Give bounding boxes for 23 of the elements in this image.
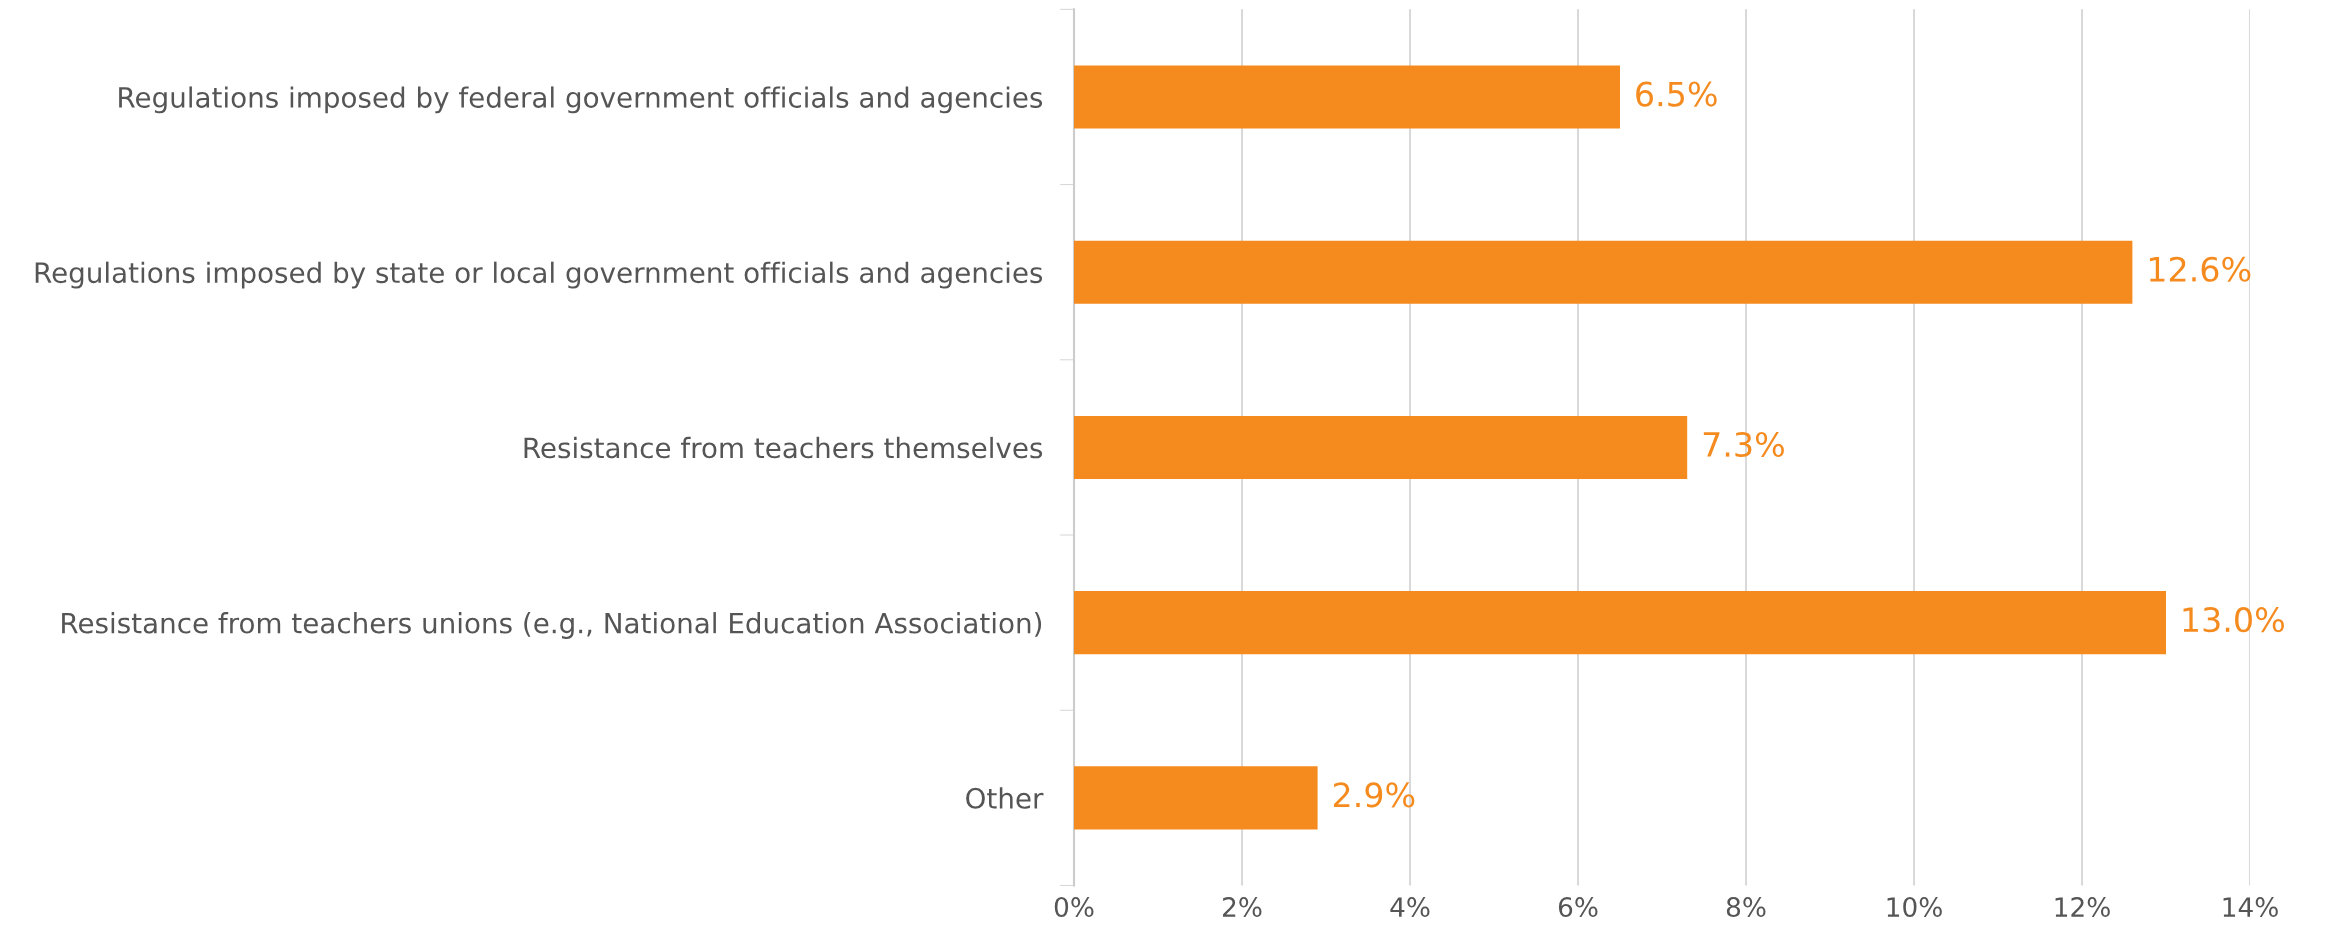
x-tick-label: 6% (1558, 897, 1598, 917)
bar (1074, 240, 2133, 304)
y-tick-label: Regulations imposed by federal government officials and agencies (119, 86, 1043, 114)
bar (1074, 591, 2166, 655)
x-tick-label: 12% (2055, 897, 2110, 917)
data-label: 6.5% (1636, 81, 1717, 107)
y-tick-label: Resistance from teachers themselves (524, 436, 1043, 459)
x-tick-label: 14% (2223, 897, 2278, 917)
bar (1074, 415, 1688, 479)
data-label: 12.6% (2149, 256, 2251, 282)
y-tick-label: Other (966, 787, 1044, 809)
x-tick-label: 2% (1223, 897, 1262, 917)
data-label: 13.0% (2183, 607, 2284, 633)
y-tick-label: Regulations imposed by state or local government officials and agencies (35, 261, 1043, 289)
bar (1074, 766, 1318, 830)
x-tick-label: 8% (1726, 897, 1766, 917)
data-label: 2.9% (1333, 782, 1415, 808)
x-tick-label: 0% (1054, 897, 1094, 917)
bar (1074, 65, 1620, 129)
x-tick-label: 10% (1887, 897, 1942, 917)
x-tick-label: 4% (1390, 897, 1430, 917)
y-tick-label: Resistance from teachers unions (e.g., National Education Association) (62, 612, 1042, 639)
data-label: 7.3% (1703, 431, 1784, 458)
